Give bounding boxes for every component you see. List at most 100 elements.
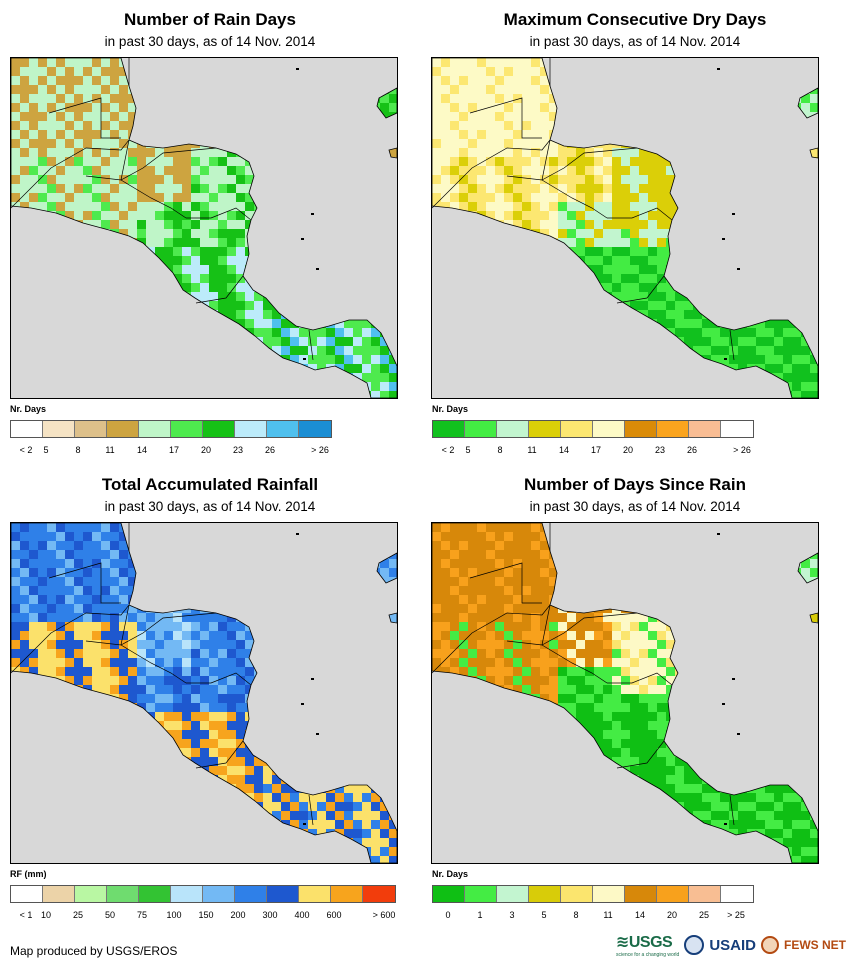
map-cell — [765, 301, 775, 311]
map-cell — [765, 148, 775, 158]
map-cell — [146, 67, 156, 77]
map-cell — [326, 550, 336, 560]
map-cell — [344, 355, 354, 365]
map-cell — [317, 568, 327, 578]
map-cell — [486, 184, 496, 194]
map-cell — [101, 550, 111, 560]
legend-swatch — [11, 421, 43, 437]
map-cell — [522, 292, 532, 302]
map-cell — [576, 319, 586, 329]
map-cell — [549, 220, 559, 230]
map-cell — [119, 775, 129, 785]
map-cell — [11, 103, 21, 113]
map-cell — [11, 568, 21, 578]
map-cell — [513, 130, 523, 140]
map-cell — [540, 67, 550, 77]
map-cell — [281, 676, 291, 686]
island — [722, 238, 725, 240]
map-cell — [639, 337, 649, 347]
map-cell — [729, 76, 739, 86]
map-cell — [236, 256, 246, 266]
map-cell — [101, 784, 111, 794]
map-cell — [513, 283, 523, 293]
map-cell — [612, 211, 622, 221]
map-cell — [47, 76, 57, 86]
map-cell — [344, 247, 354, 257]
map-cell — [666, 364, 676, 374]
map-cell — [299, 613, 309, 623]
map-cell — [326, 229, 336, 239]
map-cell — [675, 229, 685, 239]
map-cell — [335, 757, 345, 767]
map-cell — [146, 550, 156, 560]
map-cell — [326, 721, 336, 731]
map-cell — [191, 784, 201, 794]
map-cell — [747, 301, 757, 311]
map-cell — [335, 649, 345, 659]
map-cell — [128, 658, 138, 668]
map-cell — [65, 667, 75, 677]
map-cell — [65, 76, 75, 86]
map-cell — [182, 550, 192, 560]
map-cell — [254, 694, 264, 704]
map-cell — [263, 85, 273, 95]
map-cell — [128, 373, 138, 383]
map-cell — [200, 283, 210, 293]
map-cell — [353, 346, 363, 356]
map-cell — [567, 211, 577, 221]
map-cell — [74, 559, 84, 569]
map-cell — [56, 532, 66, 542]
map-cell — [245, 856, 255, 863]
map-cell — [236, 676, 246, 686]
map-cell — [209, 640, 219, 650]
map-cell — [441, 58, 451, 68]
map-cell — [110, 337, 120, 347]
map-cell — [693, 355, 703, 365]
map-cell — [558, 391, 568, 398]
map-cell — [477, 130, 487, 140]
map-cell — [155, 319, 165, 329]
map-cell — [362, 202, 372, 212]
map-cell — [128, 193, 138, 203]
map-cell — [540, 85, 550, 95]
map-cell — [290, 130, 300, 140]
map-cell — [155, 577, 165, 587]
map-cell — [74, 631, 84, 641]
map-cell — [630, 274, 640, 284]
map-cell — [101, 658, 111, 668]
map-cell — [747, 211, 757, 221]
map-cell — [308, 649, 318, 659]
map-cell — [335, 103, 345, 113]
map-cell — [432, 211, 442, 221]
map-cell — [531, 148, 541, 158]
map-cell — [56, 604, 66, 614]
map-cell — [531, 193, 541, 203]
map-cell — [110, 193, 120, 203]
map-cell — [254, 103, 264, 113]
map-cell — [477, 121, 487, 131]
map-cell — [477, 193, 487, 203]
map-cell — [155, 613, 165, 623]
map-cell — [495, 148, 505, 158]
map-cell — [236, 784, 246, 794]
map-cell — [576, 166, 586, 176]
map-cell — [810, 121, 818, 131]
map-cell — [137, 739, 147, 749]
map-cell — [576, 283, 586, 293]
map-cell — [281, 274, 291, 284]
map-cell — [603, 328, 613, 338]
map-cell — [128, 337, 138, 347]
map-cell — [299, 94, 309, 104]
map-cell — [738, 337, 748, 347]
map-cell — [317, 85, 327, 95]
map-cell — [281, 130, 291, 140]
map-cell — [254, 328, 264, 338]
map-cell — [191, 184, 201, 194]
map-cell — [290, 166, 300, 176]
map-cell — [119, 121, 129, 131]
map-cell — [164, 265, 174, 275]
map-cell — [630, 292, 640, 302]
map-cell — [648, 265, 658, 275]
map-cell — [702, 166, 712, 176]
map-cell — [585, 58, 595, 68]
